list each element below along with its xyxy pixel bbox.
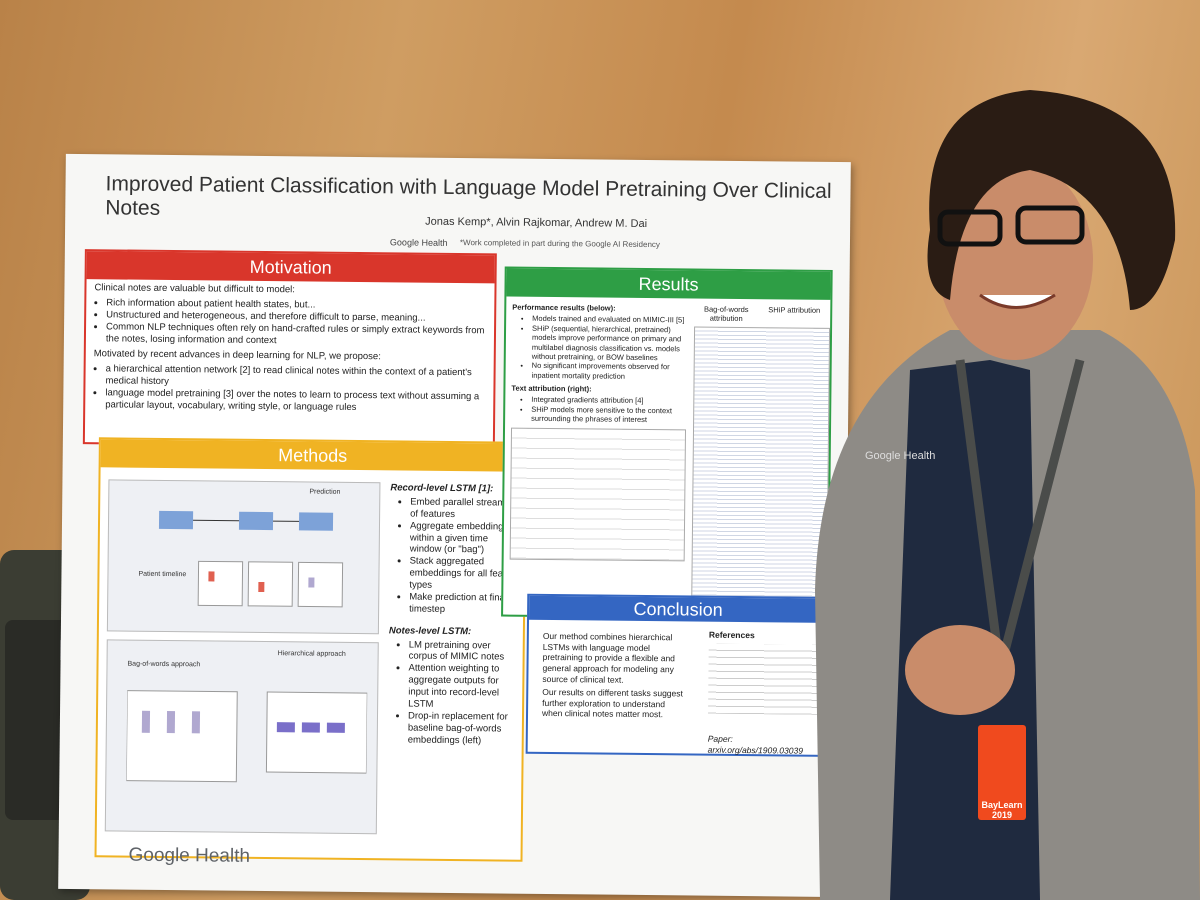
bullet: LM pretraining over corpus of MIMIC note… [409,639,519,664]
bullet: SHiP (sequential, hierarchical, pretrain… [532,324,687,363]
motivation-box: Motivation Clinical notes are valuable b… [82,249,497,449]
results-table [509,427,687,561]
text: Notes-level LSTM: [388,624,472,637]
bullet: SHiP models more sensitive to the contex… [531,405,686,425]
bullet: Drop-in replacement for baseline bag-of-… [408,710,518,747]
bullet-list: LM pretraining over corpus of MIMIC note… [388,639,519,747]
methods-box: Methods Patient timeline Prediction Bag-… [94,437,527,862]
shirt-logo: Google Health [865,450,936,462]
column-label: Bag-of-words attribution [703,304,749,324]
references-title: References [708,629,755,641]
attention-diagram [126,690,368,783]
diagram: Patient timeline Prediction [106,479,381,635]
bullet-list: Rich information about patient health st… [86,297,494,349]
conclusion-box: Conclusion Our method combines hierarchi… [525,593,830,757]
bullet-list: a hierarchical attention network [2] to … [85,363,493,415]
diagram-label: Bag-of-words approach [127,660,201,669]
bullet-list: Models trained and evaluated on MIMIC-II… [512,314,688,381]
bullet: language model pretraining [3] over the … [105,387,493,415]
text: Clinical notes are valuable but difficul… [94,282,296,296]
text: Our results on different tasks suggest f… [541,687,683,720]
bullet: No significant improvements observed for… [532,361,687,381]
section-heading: Conclusion [529,595,828,623]
text: Record-level LSTM [1]: [390,482,494,495]
footnote: *Work completed in part during the Googl… [459,238,660,250]
section-heading: Results [506,268,831,300]
section-heading: Methods [100,439,525,472]
badge-text: BayLearn 2019 [981,800,1023,820]
bullet: Common NLP techniques often rely on hand… [106,321,494,349]
results-box: Results Performance results (below): Mod… [501,266,833,620]
text: Motivated by recent advances in deep lea… [93,348,381,363]
text: Performance results (below): [512,302,616,313]
section-heading: Motivation [86,251,495,284]
diagram-label: Hierarchical approach [277,650,346,658]
diagram-label: Prediction [309,488,341,496]
lstm-diagram [158,510,344,608]
text: Our method combines hierarchical LSTMs w… [542,630,675,685]
poster: Improved Patient Classification with Lan… [58,153,851,898]
person [815,90,1200,900]
logo: Google Health [128,844,251,867]
conclusion-text: Our method combines hierarchical LSTMs w… [534,628,695,724]
methods-text: Record-level LSTM [1]: Embed parallel st… [388,482,521,751]
results-text: Performance results (below): Models trai… [509,302,688,561]
bullet-list: Integrated gradients attribution [4]SHiP… [511,395,686,425]
affiliation: Google Health [389,237,448,248]
diagram: Bag-of-words approach Hierarchical appro… [104,639,379,835]
authors: Jonas Kemp*, Alvin Rajkomar, Andrew M. D… [425,215,648,231]
bullet: Attention weighting to aggregate outputs… [408,663,518,712]
text: Text attribution (right): [511,383,592,394]
